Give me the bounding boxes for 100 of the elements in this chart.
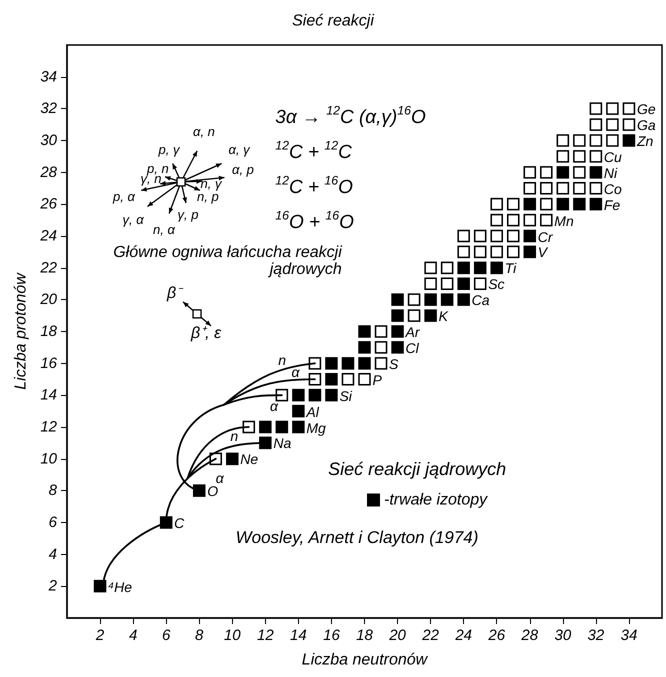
annotation: β⁻ [167, 284, 182, 302]
point [573, 198, 586, 210]
point [590, 182, 602, 194]
point [524, 246, 536, 258]
y-tick-label: 8 [48, 482, 58, 500]
point [573, 150, 586, 163]
annotation: n, α [153, 222, 175, 238]
point [622, 134, 636, 147]
point [325, 388, 338, 402]
point [507, 246, 520, 258]
x-tick-label: 24 [454, 627, 472, 644]
y-tick-label: 2 [48, 578, 58, 595]
point [358, 373, 371, 386]
annotation: Cr [538, 228, 553, 245]
point [440, 262, 454, 274]
y-tick-label: 18 [40, 323, 58, 340]
annotation: α [270, 398, 278, 414]
annotation: n, γ [200, 176, 222, 192]
chart-title: Sieć reakcji [292, 12, 374, 30]
point [424, 262, 437, 274]
point [590, 118, 602, 131]
y-tick-label: 32 [40, 100, 58, 118]
point [573, 134, 586, 147]
annotation: Ca [472, 292, 490, 309]
x-tick-label: 18 [356, 627, 374, 644]
y-tick-label: 24 [39, 228, 57, 244]
y-tick-label: 16 [40, 354, 58, 372]
point [342, 357, 354, 370]
point [424, 278, 437, 290]
annotation: Ni [604, 164, 618, 182]
point [276, 420, 288, 434]
annotation: p, n [147, 160, 169, 176]
point [590, 134, 602, 147]
point [457, 293, 470, 306]
annotation: n [230, 428, 238, 444]
x-tick-label: 10 [224, 627, 242, 644]
legend-label: -trwałe izotopy [384, 492, 488, 508]
point [358, 325, 371, 338]
y-tick-label: 22 [39, 259, 58, 276]
x-tick-label: 6 [162, 627, 171, 644]
point [457, 230, 470, 242]
point [507, 198, 520, 210]
annotation: Ar [406, 324, 420, 340]
y-tick-label: 30 [40, 132, 58, 149]
x-tick-label: 14 [290, 627, 307, 644]
point [540, 198, 553, 210]
y-tick-label: 26 [39, 196, 58, 213]
point [374, 357, 388, 370]
y-tick-label: 12 [40, 418, 58, 436]
point [590, 166, 602, 179]
annotation: Woosley, Arnett i Clayton (1974) [236, 528, 478, 548]
annotation: V [538, 244, 548, 261]
annotation: Sc [488, 276, 505, 293]
annotation: Si [339, 388, 352, 404]
point [474, 246, 486, 258]
x-axis-title: Liczba neutronów [302, 652, 429, 668]
point [524, 214, 536, 226]
point [94, 580, 106, 592]
point [457, 278, 470, 290]
y-tick-label: 6 [48, 514, 58, 531]
annotation: α, γ [228, 142, 250, 158]
annotation: Fe [604, 196, 620, 214]
annotation: $^{16}$O + $^{16}$O [275, 208, 354, 234]
point [590, 102, 602, 115]
x-tick-label: 34 [620, 627, 638, 644]
annotation: α [216, 470, 224, 486]
annotation: C [174, 515, 184, 532]
annotation: Ga [636, 117, 656, 134]
x-tick-label: 16 [323, 627, 340, 644]
x-tick-label: 22 [421, 627, 440, 644]
point [358, 341, 371, 354]
point [391, 325, 404, 338]
point [424, 293, 437, 306]
annotation: Al [306, 404, 319, 420]
annotation: α, n [193, 124, 215, 140]
point [622, 102, 636, 115]
y-tick-label: 4 [48, 546, 57, 563]
annotation: 3α → $^{12}$C (α,γ)$^{16}$O [275, 103, 426, 129]
point [358, 357, 371, 370]
annotation: γ, α [122, 212, 144, 228]
point [325, 357, 338, 370]
y-axis-title: Liczba protonów [12, 272, 30, 390]
x-tick-label: 20 [388, 627, 407, 644]
point [391, 341, 404, 354]
x-tick-label: 32 [588, 627, 605, 644]
point [292, 404, 305, 418]
annotation: S [389, 356, 398, 372]
point [590, 150, 602, 163]
x-tick-label: 2 [94, 627, 105, 644]
point [524, 182, 536, 194]
point [374, 341, 388, 354]
annotation: Mn [554, 212, 574, 229]
point [325, 373, 338, 386]
point [540, 166, 553, 179]
point [490, 262, 503, 274]
point [457, 246, 470, 258]
x-tick-label: 8 [195, 627, 204, 644]
annotation: Główne ogniwa łańcucha reakcji jądrowych [112, 244, 342, 279]
point [391, 309, 404, 322]
annotation: P [372, 372, 382, 388]
